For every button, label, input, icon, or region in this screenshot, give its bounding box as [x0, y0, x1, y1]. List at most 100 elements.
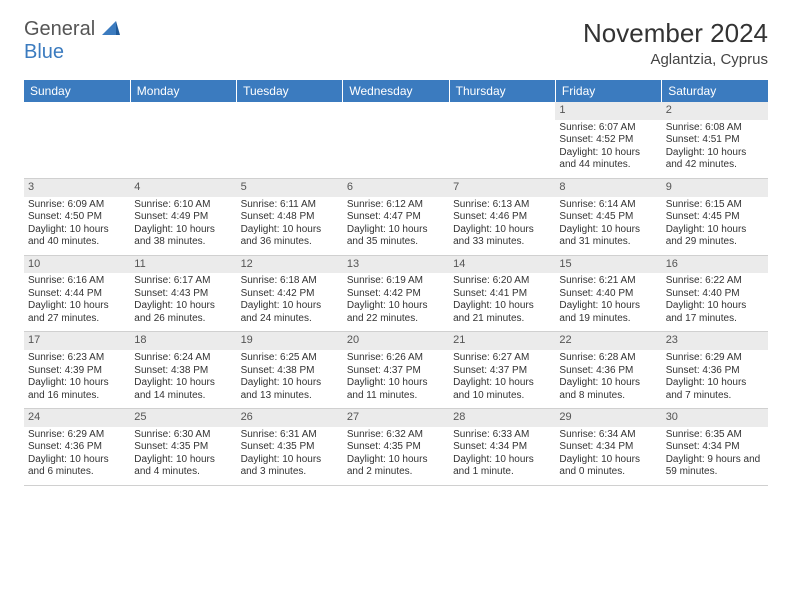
calendar-day-cell: 14Sunrise: 6:20 AMSunset: 4:41 PMDayligh… — [449, 255, 555, 332]
day-number: 26 — [237, 409, 343, 427]
sunrise-line: Sunrise: 6:25 AM — [241, 352, 339, 365]
sunset-line: Sunset: 4:34 PM — [559, 441, 657, 454]
calendar-body: 1Sunrise: 6:07 AMSunset: 4:52 PMDaylight… — [24, 102, 768, 485]
daylight-line: Daylight: 10 hours and 33 minutes. — [453, 224, 551, 249]
daylight-line: Daylight: 10 hours and 24 minutes. — [241, 300, 339, 325]
sunrise-line: Sunrise: 6:30 AM — [134, 429, 232, 442]
day-body: Sunrise: 6:25 AMSunset: 4:38 PMDaylight:… — [237, 350, 343, 408]
day-number: 14 — [449, 256, 555, 274]
sunset-line: Sunset: 4:34 PM — [666, 441, 764, 454]
sunrise-line: Sunrise: 6:15 AM — [666, 199, 764, 212]
calendar-week-row: 17Sunrise: 6:23 AMSunset: 4:39 PMDayligh… — [24, 332, 768, 409]
daylight-line: Daylight: 10 hours and 11 minutes. — [347, 377, 445, 402]
sunset-line: Sunset: 4:52 PM — [559, 134, 657, 147]
sunrise-line: Sunrise: 6:29 AM — [666, 352, 764, 365]
day-number: 15 — [555, 256, 661, 274]
day-body: Sunrise: 6:29 AMSunset: 4:36 PMDaylight:… — [662, 350, 768, 408]
sunset-line: Sunset: 4:36 PM — [666, 365, 764, 378]
day-number: 20 — [343, 332, 449, 350]
calendar-day-cell: 5Sunrise: 6:11 AMSunset: 4:48 PMDaylight… — [237, 178, 343, 255]
day-body: Sunrise: 6:24 AMSunset: 4:38 PMDaylight:… — [130, 350, 236, 408]
calendar-day-cell: 8Sunrise: 6:14 AMSunset: 4:45 PMDaylight… — [555, 178, 661, 255]
logo-sail-icon — [102, 19, 120, 40]
day-body: Sunrise: 6:26 AMSunset: 4:37 PMDaylight:… — [343, 350, 449, 408]
day-number: 18 — [130, 332, 236, 350]
calendar-day-cell: 12Sunrise: 6:18 AMSunset: 4:42 PMDayligh… — [237, 255, 343, 332]
daylight-line: Daylight: 10 hours and 3 minutes. — [241, 454, 339, 479]
month-title: November 2024 — [583, 18, 768, 49]
sunrise-line: Sunrise: 6:18 AM — [241, 275, 339, 288]
day-number: 8 — [555, 179, 661, 197]
sunset-line: Sunset: 4:46 PM — [453, 211, 551, 224]
calendar-day-cell — [343, 102, 449, 178]
sunrise-line: Sunrise: 6:19 AM — [347, 275, 445, 288]
day-header: Friday — [555, 80, 661, 102]
sunset-line: Sunset: 4:50 PM — [28, 211, 126, 224]
calendar-day-cell: 16Sunrise: 6:22 AMSunset: 4:40 PMDayligh… — [662, 255, 768, 332]
sunset-line: Sunset: 4:34 PM — [453, 441, 551, 454]
sunrise-line: Sunrise: 6:34 AM — [559, 429, 657, 442]
day-number: 30 — [662, 409, 768, 427]
sunset-line: Sunset: 4:49 PM — [134, 211, 232, 224]
calendar-day-cell: 19Sunrise: 6:25 AMSunset: 4:38 PMDayligh… — [237, 332, 343, 409]
calendar-week-row: 1Sunrise: 6:07 AMSunset: 4:52 PMDaylight… — [24, 102, 768, 178]
daylight-line: Daylight: 10 hours and 38 minutes. — [134, 224, 232, 249]
sunset-line: Sunset: 4:51 PM — [666, 134, 764, 147]
daylight-line: Daylight: 10 hours and 4 minutes. — [134, 454, 232, 479]
daylight-line: Daylight: 10 hours and 26 minutes. — [134, 300, 232, 325]
sunrise-line: Sunrise: 6:26 AM — [347, 352, 445, 365]
sunrise-line: Sunrise: 6:35 AM — [666, 429, 764, 442]
day-body: Sunrise: 6:21 AMSunset: 4:40 PMDaylight:… — [555, 273, 661, 331]
calendar-day-cell: 27Sunrise: 6:32 AMSunset: 4:35 PMDayligh… — [343, 409, 449, 486]
daylight-line: Daylight: 10 hours and 22 minutes. — [347, 300, 445, 325]
sunrise-line: Sunrise: 6:29 AM — [28, 429, 126, 442]
calendar-day-cell: 10Sunrise: 6:16 AMSunset: 4:44 PMDayligh… — [24, 255, 130, 332]
day-header: Thursday — [449, 80, 555, 102]
day-body: Sunrise: 6:18 AMSunset: 4:42 PMDaylight:… — [237, 273, 343, 331]
calendar-day-cell: 7Sunrise: 6:13 AMSunset: 4:46 PMDaylight… — [449, 178, 555, 255]
sunset-line: Sunset: 4:36 PM — [28, 441, 126, 454]
day-number: 3 — [24, 179, 130, 197]
calendar-day-cell: 6Sunrise: 6:12 AMSunset: 4:47 PMDaylight… — [343, 178, 449, 255]
daylight-line: Daylight: 10 hours and 42 minutes. — [666, 147, 764, 172]
day-number: 7 — [449, 179, 555, 197]
sunrise-line: Sunrise: 6:12 AM — [347, 199, 445, 212]
sunrise-line: Sunrise: 6:11 AM — [241, 199, 339, 212]
day-header: Wednesday — [343, 80, 449, 102]
calendar-day-cell: 11Sunrise: 6:17 AMSunset: 4:43 PMDayligh… — [130, 255, 236, 332]
daylight-line: Daylight: 10 hours and 16 minutes. — [28, 377, 126, 402]
day-body: Sunrise: 6:11 AMSunset: 4:48 PMDaylight:… — [237, 197, 343, 255]
sunrise-line: Sunrise: 6:07 AM — [559, 122, 657, 135]
sunset-line: Sunset: 4:45 PM — [559, 211, 657, 224]
calendar-day-cell: 4Sunrise: 6:10 AMSunset: 4:49 PMDaylight… — [130, 178, 236, 255]
daylight-line: Daylight: 10 hours and 13 minutes. — [241, 377, 339, 402]
day-header: Monday — [130, 80, 236, 102]
logo: General Blue — [24, 18, 120, 64]
sunset-line: Sunset: 4:40 PM — [559, 288, 657, 301]
day-body: Sunrise: 6:07 AMSunset: 4:52 PMDaylight:… — [555, 120, 661, 178]
sunrise-line: Sunrise: 6:31 AM — [241, 429, 339, 442]
sunset-line: Sunset: 4:35 PM — [347, 441, 445, 454]
calendar-day-cell: 9Sunrise: 6:15 AMSunset: 4:45 PMDaylight… — [662, 178, 768, 255]
calendar-day-cell — [24, 102, 130, 178]
day-number: 22 — [555, 332, 661, 350]
day-body: Sunrise: 6:27 AMSunset: 4:37 PMDaylight:… — [449, 350, 555, 408]
day-body: Sunrise: 6:17 AMSunset: 4:43 PMDaylight:… — [130, 273, 236, 331]
day-body: Sunrise: 6:08 AMSunset: 4:51 PMDaylight:… — [662, 120, 768, 178]
sunrise-line: Sunrise: 6:20 AM — [453, 275, 551, 288]
logo-text-1: General — [24, 18, 95, 40]
day-body: Sunrise: 6:15 AMSunset: 4:45 PMDaylight:… — [662, 197, 768, 255]
sunrise-line: Sunrise: 6:17 AM — [134, 275, 232, 288]
calendar-day-cell: 26Sunrise: 6:31 AMSunset: 4:35 PMDayligh… — [237, 409, 343, 486]
day-body: Sunrise: 6:12 AMSunset: 4:47 PMDaylight:… — [343, 197, 449, 255]
calendar-week-row: 10Sunrise: 6:16 AMSunset: 4:44 PMDayligh… — [24, 255, 768, 332]
day-number: 4 — [130, 179, 236, 197]
sunset-line: Sunset: 4:42 PM — [241, 288, 339, 301]
sunset-line: Sunset: 4:48 PM — [241, 211, 339, 224]
sunset-line: Sunset: 4:39 PM — [28, 365, 126, 378]
calendar-day-cell: 18Sunrise: 6:24 AMSunset: 4:38 PMDayligh… — [130, 332, 236, 409]
day-number: 10 — [24, 256, 130, 274]
day-number: 1 — [555, 102, 661, 120]
sunset-line: Sunset: 4:37 PM — [347, 365, 445, 378]
sunrise-line: Sunrise: 6:27 AM — [453, 352, 551, 365]
